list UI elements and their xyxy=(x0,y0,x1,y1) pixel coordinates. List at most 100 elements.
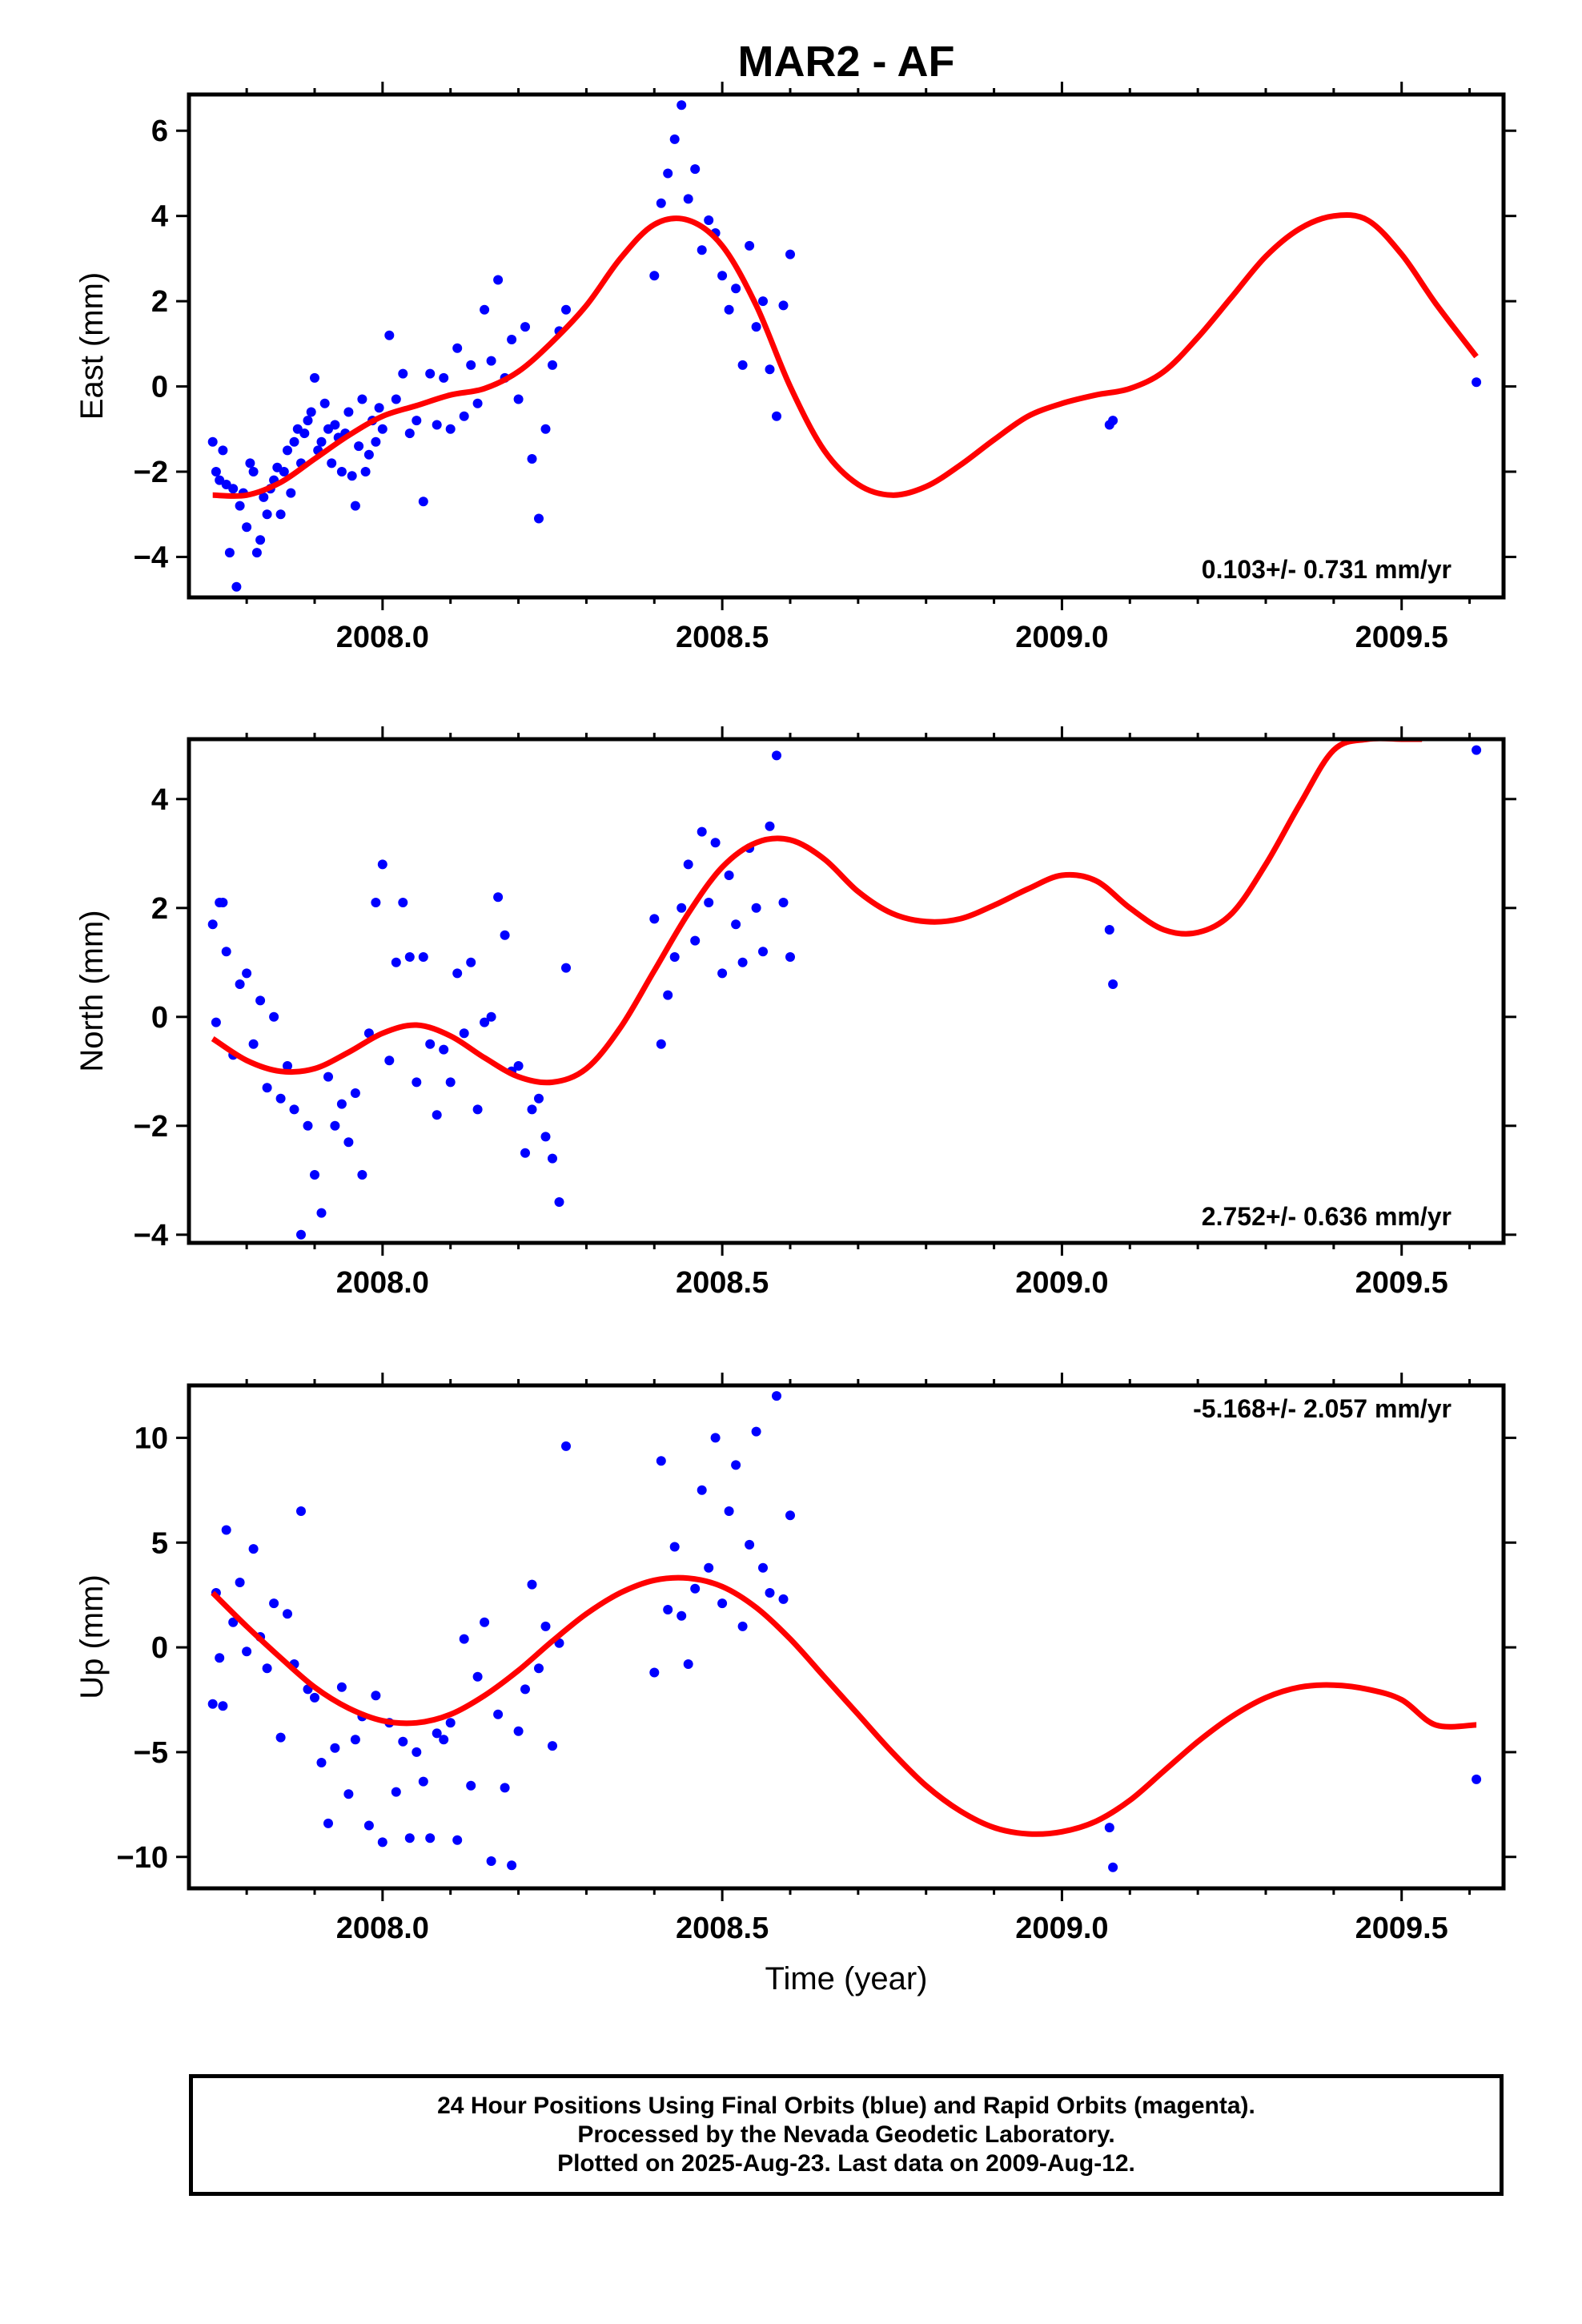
data-point xyxy=(778,300,789,311)
data-point xyxy=(283,1609,292,1619)
data-point xyxy=(1472,1774,1482,1784)
data-point xyxy=(391,1787,401,1797)
data-point xyxy=(289,1104,299,1115)
data-point xyxy=(235,1578,245,1587)
data-point xyxy=(242,1647,252,1657)
data-point xyxy=(669,952,680,962)
data-point xyxy=(493,892,504,903)
y-tick-label: −10 xyxy=(117,1841,168,1875)
y-tick-label: 4 xyxy=(151,783,168,817)
data-point xyxy=(310,372,319,383)
data-point xyxy=(677,100,687,111)
data-point xyxy=(778,898,789,907)
data-point xyxy=(228,484,239,494)
data-point xyxy=(398,1736,408,1747)
data-point xyxy=(520,1148,530,1158)
y-tick-label: −2 xyxy=(134,1110,168,1144)
data-point xyxy=(1472,377,1482,388)
data-point xyxy=(704,215,714,225)
data-point xyxy=(513,394,524,404)
velocity-annotation: -5.168+/- 2.057 mm/yr xyxy=(1193,1394,1452,1423)
data-point xyxy=(724,1506,734,1516)
data-point xyxy=(486,1856,496,1866)
y-tick-label: −4 xyxy=(134,1219,168,1252)
data-point xyxy=(343,407,354,417)
x-axis-label: Time (year) xyxy=(765,1961,928,1996)
data-point xyxy=(316,1208,327,1218)
data-point xyxy=(765,1588,775,1598)
data-point xyxy=(330,1743,340,1753)
data-point xyxy=(235,979,245,989)
x-tick-label: 2008.5 xyxy=(676,1912,769,1945)
data-point xyxy=(690,1583,701,1594)
data-point xyxy=(548,1153,557,1164)
data-point xyxy=(303,1120,313,1131)
data-point xyxy=(323,1072,333,1082)
data-point xyxy=(649,914,660,924)
data-point xyxy=(466,1780,476,1791)
data-point xyxy=(221,1525,231,1535)
y-tick-label: 5 xyxy=(151,1526,168,1560)
data-point xyxy=(1108,1862,1118,1872)
data-point xyxy=(717,1598,728,1609)
data-point xyxy=(432,420,442,430)
data-point xyxy=(306,407,316,417)
data-point xyxy=(561,304,571,315)
data-point xyxy=(704,1562,714,1573)
data-point xyxy=(683,1659,693,1669)
data-point xyxy=(269,1598,279,1609)
data-point xyxy=(683,859,693,870)
velocity-annotation: 2.752+/- 0.636 mm/yr xyxy=(1202,1202,1452,1231)
data-point xyxy=(218,1701,228,1711)
data-point xyxy=(445,424,456,434)
data-point xyxy=(330,420,340,430)
data-point xyxy=(439,372,449,383)
data-point xyxy=(275,509,286,520)
x-tick-label: 2009.5 xyxy=(1355,621,1448,654)
data-point xyxy=(704,898,714,907)
y-tick-label: 6 xyxy=(151,115,168,148)
data-point xyxy=(336,1682,347,1692)
data-point xyxy=(534,513,544,524)
caption-box: 24 Hour Positions Using Final Orbits (bl… xyxy=(189,2074,1504,2196)
data-point xyxy=(418,952,428,962)
data-point xyxy=(486,1011,496,1022)
data-point xyxy=(480,304,490,315)
data-point xyxy=(737,957,748,967)
data-point xyxy=(472,1671,483,1682)
data-point xyxy=(283,445,292,456)
y-tick-label: 0 xyxy=(151,1001,168,1035)
caption-line-2: Processed by the Nevada Geodetic Laborat… xyxy=(577,2121,1115,2148)
data-point xyxy=(493,1709,504,1719)
data-point xyxy=(262,509,272,520)
figure-title: MAR2 - AF xyxy=(738,38,955,86)
data-point xyxy=(336,467,347,476)
data-point xyxy=(245,458,255,468)
x-tick-label: 2008.0 xyxy=(336,1912,429,1945)
x-tick-label: 2009.5 xyxy=(1355,1912,1448,1945)
data-point xyxy=(724,304,734,315)
data-point xyxy=(785,249,795,259)
data-point xyxy=(404,952,415,962)
data-point xyxy=(710,1433,721,1443)
data-point xyxy=(697,1485,707,1495)
data-point xyxy=(432,1110,442,1120)
data-point xyxy=(663,990,673,1000)
data-point xyxy=(548,1741,557,1751)
y-axis-label: East (mm) xyxy=(74,272,110,420)
data-point xyxy=(299,428,310,439)
data-point xyxy=(242,968,252,979)
data-point xyxy=(669,1542,680,1552)
data-point xyxy=(663,168,673,179)
data-point xyxy=(425,368,436,379)
data-point xyxy=(520,322,530,332)
data-point xyxy=(283,1061,292,1071)
y-tick-label: 10 xyxy=(135,1421,168,1455)
data-point xyxy=(540,424,551,434)
data-point xyxy=(279,467,289,476)
y-axis-label: Up (mm) xyxy=(74,1574,110,1699)
x-tick-label: 2008.0 xyxy=(336,1266,429,1300)
data-point xyxy=(404,428,415,439)
data-point xyxy=(235,501,245,511)
